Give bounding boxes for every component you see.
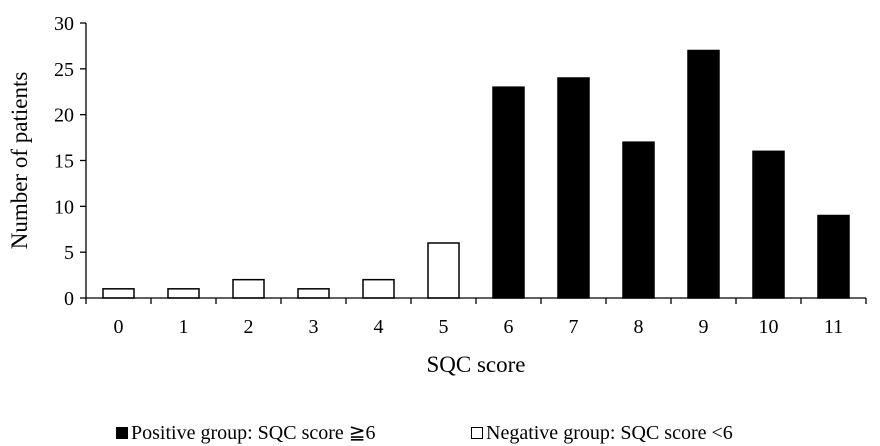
negative-bar xyxy=(167,288,200,299)
y-tick-label: 10 xyxy=(54,196,74,218)
y-tick-label: 15 xyxy=(54,151,74,173)
negative-bar xyxy=(362,278,395,299)
x-tick-label: 10 xyxy=(759,316,779,338)
y-tick-label: 5 xyxy=(64,242,74,264)
y-tick-label: 20 xyxy=(54,105,74,127)
x-axis-ticks: 0 1 2 3 4 5 6 7 8 9 10 11 xyxy=(85,298,867,338)
negative-bar xyxy=(297,288,330,299)
legend-item-negative: Negative group: SQC score <6 xyxy=(471,422,733,444)
x-tick-label: 4 xyxy=(374,316,384,338)
legend: Positive group: SQC score ≧6 Negative gr… xyxy=(0,422,880,446)
legend-label-positive: Positive group: SQC score ≧6 xyxy=(131,422,376,444)
x-tick-label: 2 xyxy=(244,316,254,338)
y-tick-label: 30 xyxy=(54,13,74,35)
positive-bar xyxy=(687,49,720,299)
positive-bar xyxy=(492,86,525,299)
bar-chart: 0 5 10 15 20 25 30 0 1 2 3 4 5 6 7 8 9 10 11 SQC score Nu… xyxy=(7,13,867,377)
y-tick-label: 25 xyxy=(54,59,74,81)
negative-bar xyxy=(102,288,135,299)
x-tick-label: 3 xyxy=(309,316,319,338)
positive-bar xyxy=(817,214,850,299)
filled-square-icon xyxy=(116,427,128,439)
x-tick-label: 6 xyxy=(504,316,514,338)
x-axis-title: SQC score xyxy=(426,352,525,377)
x-tick-label: 1 xyxy=(179,316,189,338)
hollow-square-icon xyxy=(471,427,483,439)
x-tick-label: 5 xyxy=(439,316,449,338)
positive-bar xyxy=(557,77,590,299)
legend-label-negative: Negative group: SQC score <6 xyxy=(486,422,733,444)
bars xyxy=(102,49,850,299)
negative-bar xyxy=(232,278,265,299)
y-tick-label: 0 xyxy=(64,288,74,310)
x-tick-label: 8 xyxy=(634,316,644,338)
x-tick-label: 0 xyxy=(114,316,124,338)
x-tick-label: 9 xyxy=(699,316,709,338)
x-tick-label: 7 xyxy=(569,316,579,338)
x-tick-label: 11 xyxy=(824,316,843,338)
y-axis-title: Number of patients xyxy=(7,72,32,250)
positive-bar xyxy=(752,150,785,299)
positive-bar xyxy=(622,141,655,299)
negative-bar xyxy=(427,242,460,299)
y-axis-ticks: 0 5 10 15 20 25 30 xyxy=(54,13,86,310)
legend-item-positive: Positive group: SQC score ≧6 xyxy=(116,422,376,444)
